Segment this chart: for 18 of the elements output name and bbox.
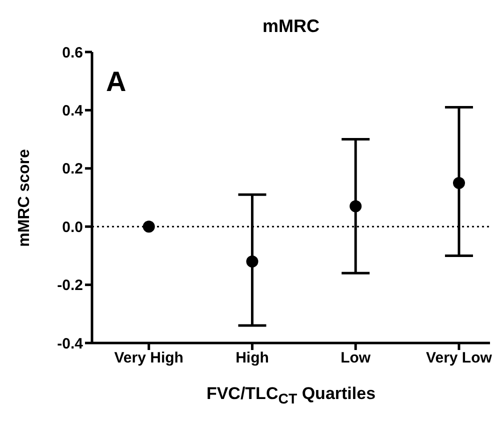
annotation: A xyxy=(106,66,126,98)
x-axis-title: FVC/TLC$_{CT}$ Quartiles xyxy=(205,384,377,408)
x-tick-label: Very High xyxy=(114,350,184,367)
point xyxy=(142,220,155,233)
x-tick-label: Low xyxy=(340,350,371,367)
chart-title: mMRC xyxy=(262,16,320,37)
y-tick-label: 0.4 xyxy=(62,102,84,120)
y-tick-label: 0.6 xyxy=(62,44,83,62)
y-tick-label: -0.4 xyxy=(57,335,84,352)
point xyxy=(350,200,362,212)
x-tick-label: Very Low xyxy=(426,350,492,367)
y-tick-label: -0.2 xyxy=(57,277,83,294)
y-tick-label: 0.2 xyxy=(62,160,83,178)
y-tick-label: 0.0 xyxy=(62,218,83,236)
y-axis-title: mMRC score xyxy=(16,148,34,246)
point xyxy=(246,256,258,268)
x-tick-label: High xyxy=(236,350,269,367)
point xyxy=(452,176,465,189)
